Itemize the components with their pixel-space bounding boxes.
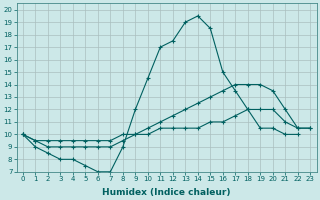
X-axis label: Humidex (Indice chaleur): Humidex (Indice chaleur) [102,188,231,197]
